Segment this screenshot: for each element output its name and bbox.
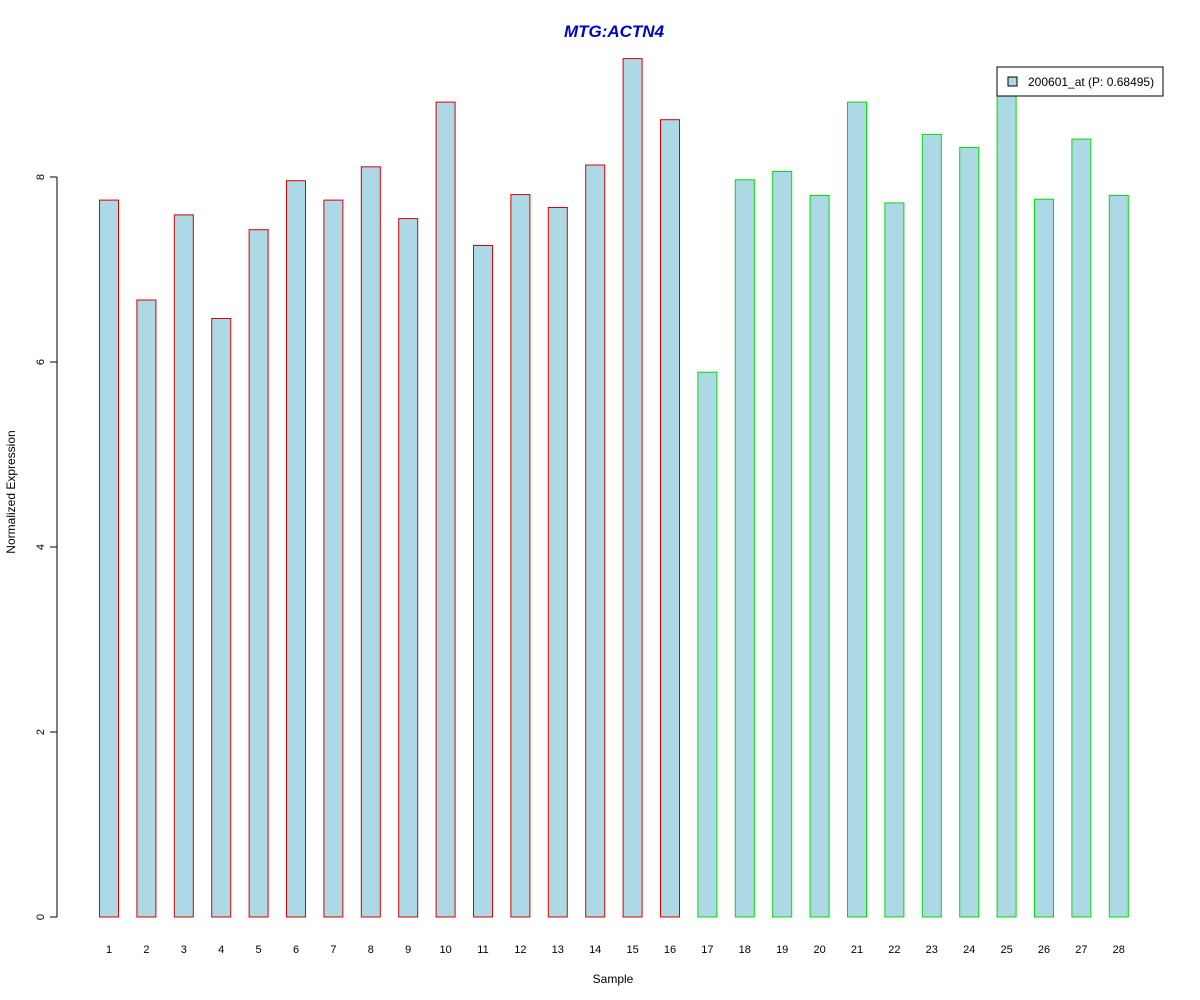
bar-sample-18 (734, 179, 755, 918)
legend-swatch (1007, 76, 1018, 87)
bar-sample-22 (884, 202, 905, 918)
x-tick-label: 16 (664, 944, 676, 956)
legend-entry: 200601_at (P: 0.68495) (1028, 75, 1154, 89)
x-tick-label: 17 (701, 944, 713, 956)
bar-sample-14 (585, 164, 606, 918)
bar-sample-12 (510, 194, 531, 918)
x-tick-label: 12 (514, 944, 526, 956)
y-axis: 0 2 4 6 8 (35, 174, 58, 920)
bar-sample-7 (323, 199, 344, 918)
bar-sample-4 (211, 318, 232, 918)
y-tick-label: 8 (35, 174, 47, 180)
x-tick-label: 20 (813, 944, 825, 956)
x-tick-label: 24 (963, 944, 975, 956)
bar-sample-16 (660, 119, 680, 918)
x-tick-label: 18 (739, 944, 751, 956)
bar-sample-13 (547, 207, 568, 918)
x-tick-label: 2 (143, 944, 149, 956)
x-tick-label: 1 (106, 944, 112, 956)
bars (99, 58, 1129, 918)
x-tick-label: 13 (552, 944, 564, 956)
x-tick-label: 14 (589, 944, 601, 956)
x-tick-label: 23 (926, 944, 938, 956)
bar-sample-27 (1071, 138, 1092, 918)
y-tick-label: 0 (35, 914, 47, 920)
y-tick-label: 6 (35, 359, 47, 365)
x-tick-label: 15 (626, 944, 638, 956)
x-tick-label: 3 (181, 944, 187, 956)
bar-sample-23 (921, 133, 942, 918)
legend: 200601_at (P: 0.68495) (996, 66, 1164, 97)
x-tick-label: 19 (776, 944, 788, 956)
x-tick-label: 5 (256, 944, 262, 956)
x-tick-labels: 1 2 3 4 5 6 7 8 9 10 11 12 13 14 15 16 17 18 19 20 21 22 23 24 2… (106, 944, 1125, 956)
bar-sample-26 (1034, 198, 1054, 918)
bar-sample-2 (136, 299, 157, 918)
bar-sample-5 (248, 229, 269, 918)
x-axis-label: Sample (593, 972, 634, 986)
x-tick-label: 11 (477, 944, 488, 956)
x-tick-label: 27 (1075, 944, 1087, 956)
legend-box (996, 66, 1164, 97)
bar-sample-6 (286, 180, 306, 918)
bar-sample-3 (173, 214, 194, 918)
x-tick-label: 7 (330, 944, 336, 956)
bar-sample-19 (772, 170, 793, 918)
bar-sample-17 (697, 371, 718, 918)
x-tick-label: 22 (888, 944, 900, 956)
bar-sample-1 (99, 199, 119, 918)
chart-title: MTG:ACTN4 (564, 22, 665, 41)
y-tick-label: 2 (35, 729, 47, 735)
x-tick-label: 6 (293, 944, 299, 956)
x-tick-label: 28 (1113, 944, 1125, 956)
y-tick-label: 4 (35, 544, 47, 550)
bar-sample-9 (398, 218, 419, 918)
bar-sample-20 (809, 195, 830, 918)
bar-sample-28 (1108, 195, 1129, 918)
x-tick-label: 25 (1000, 944, 1012, 956)
y-axis-label: Normalized Expression (4, 430, 18, 553)
x-tick-label: 4 (218, 944, 224, 956)
x-tick-label: 26 (1038, 944, 1050, 956)
bar-sample-15 (622, 58, 643, 918)
x-tick-label: 10 (439, 944, 451, 956)
bar-sample-24 (959, 146, 980, 918)
bar-sample-21 (847, 101, 867, 918)
x-tick-label: 21 (851, 944, 863, 956)
x-tick-label: 8 (368, 944, 374, 956)
bar-sample-10 (435, 101, 456, 918)
bar-sample-8 (360, 166, 381, 918)
bar-sample-25 (996, 87, 1017, 918)
bar-sample-11 (473, 245, 493, 918)
x-tick-label: 9 (405, 944, 411, 956)
